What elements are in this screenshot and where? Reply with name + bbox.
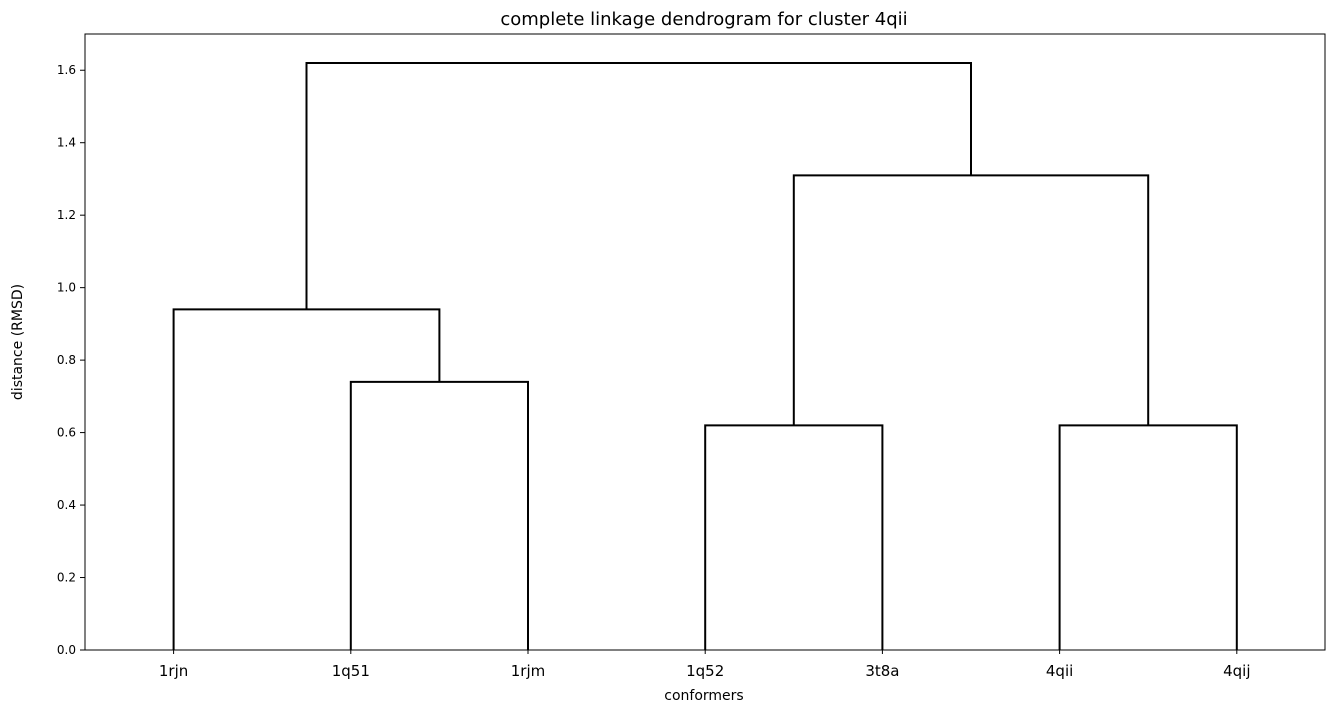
leaf-label-1q52: 1q52	[686, 662, 724, 680]
dendrogram-link-6	[305, 61, 972, 310]
leaf-label-4qij: 4qij	[1223, 662, 1250, 680]
y-tick-label: 0.8	[57, 353, 76, 367]
dendrogram-links	[172, 61, 1238, 650]
dendrogram-link-5	[792, 174, 1150, 426]
y-axis: 0.0 0.2 0.4 0.6 0.8 1.0 1.2 1.4 1.6	[57, 63, 85, 657]
dendrogram-link-4	[1058, 424, 1238, 650]
x-axis-label: conformers	[664, 688, 743, 704]
y-tick-label: 0.2	[57, 571, 76, 585]
leaf-label-1q51: 1q51	[332, 662, 370, 680]
leaf-label-3t8a: 3t8a	[865, 662, 899, 680]
dendrogram-link-1	[349, 380, 529, 650]
y-tick-label: 0.0	[57, 643, 76, 657]
plot-frame	[84, 33, 1326, 651]
y-tick-label: 1.6	[57, 63, 76, 77]
leaf-label-1rjm: 1rjm	[511, 662, 546, 680]
y-tick-label: 0.4	[57, 498, 76, 512]
leaf-label-4qii: 4qii	[1046, 662, 1073, 680]
y-tick-label: 1.2	[57, 208, 76, 222]
y-tick-label: 1.0	[57, 281, 76, 295]
x-axis: 1rjn 1q51 1rjm 1q52 3t8a 4qii 4qij	[159, 650, 1251, 680]
chart-title: complete linkage dendrogram for cluster …	[500, 9, 907, 30]
y-axis-label: distance (RMSD)	[10, 284, 26, 400]
dendrogram-link-2	[172, 308, 441, 650]
dendrogram-link-3	[704, 424, 884, 650]
leaf-label-1rjn: 1rjn	[159, 662, 188, 680]
y-tick-label: 0.6	[57, 426, 76, 440]
y-tick-label: 1.4	[57, 136, 76, 150]
